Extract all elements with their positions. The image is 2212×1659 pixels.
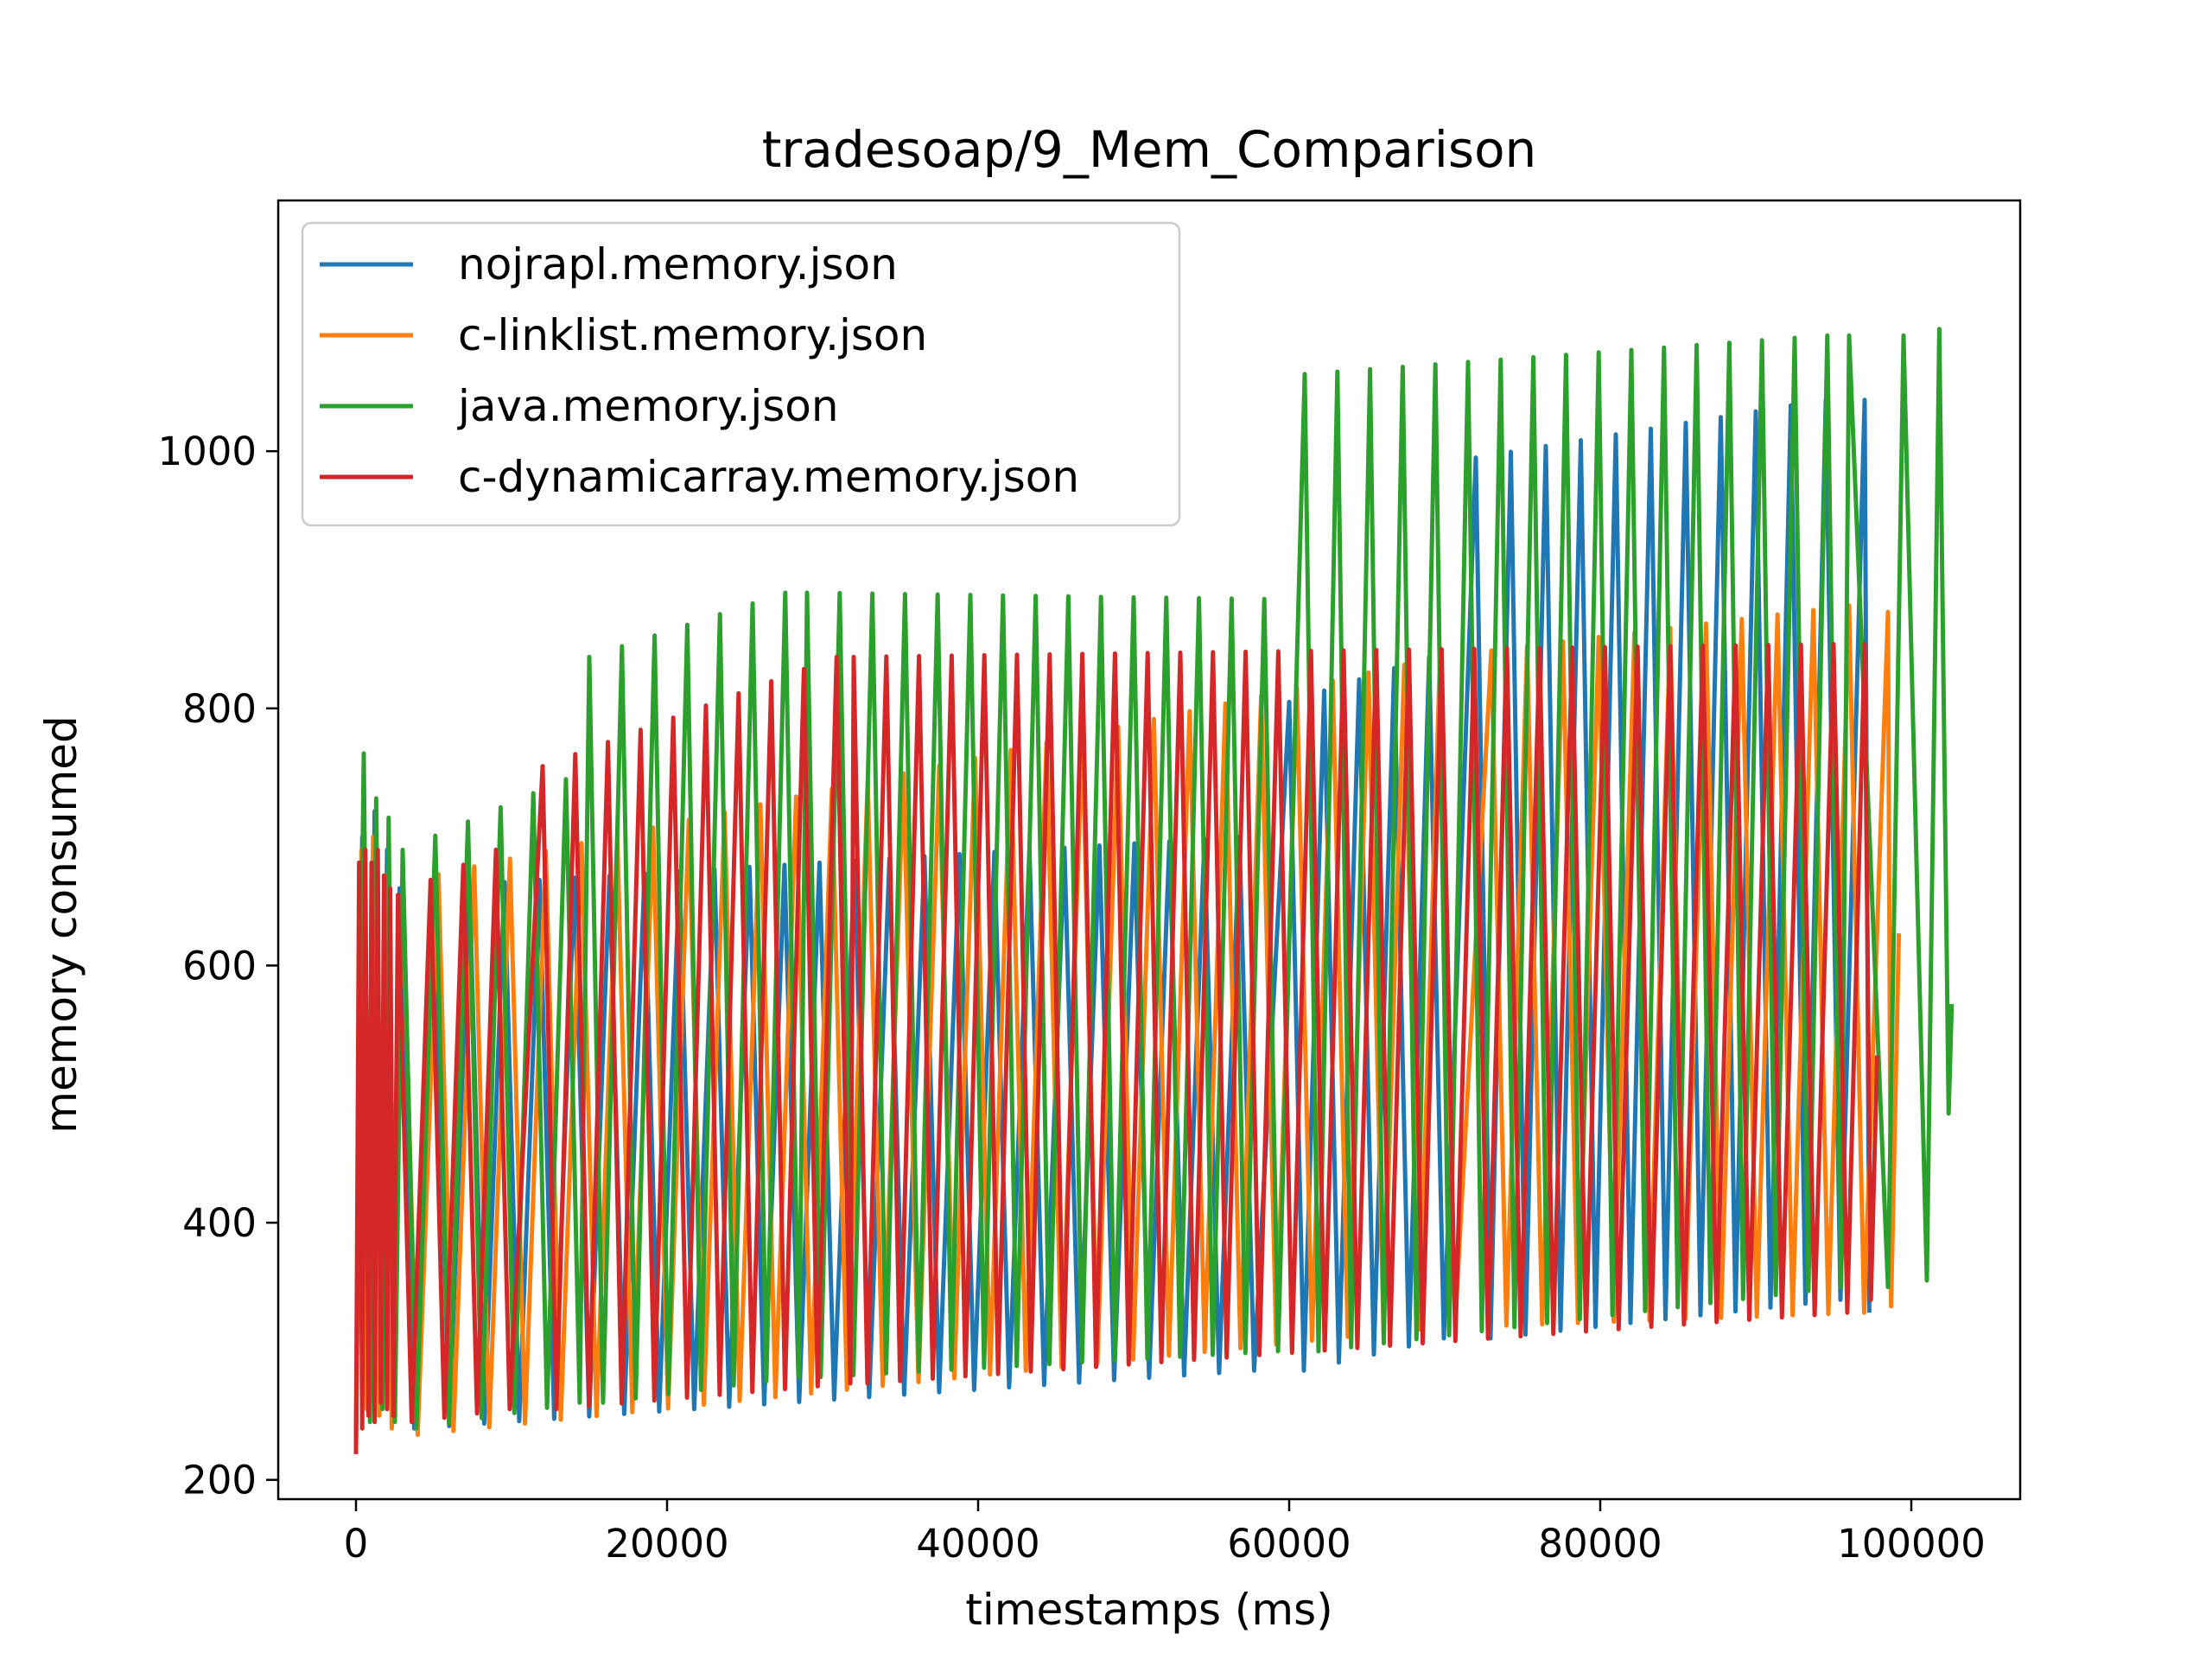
y-tick-label: 400 — [182, 1200, 257, 1246]
y-tick-label: 800 — [182, 686, 257, 732]
y-tick-label: 600 — [182, 943, 257, 988]
y-axis-label: memory consumed — [36, 715, 86, 1134]
chart-title: tradesoap/9_Mem_Comparison — [762, 120, 1537, 179]
axes-layer: 0 20000 40000 60000 80000 100000 200 400 600 800 1… — [157, 199, 2022, 1567]
x-axis-label: timestamps (ms) — [965, 1585, 1332, 1635]
x-tick-label: 60000 — [1227, 1521, 1351, 1567]
legend-box — [301, 221, 1181, 527]
x-tick-label: 40000 — [916, 1521, 1039, 1567]
axes-frame — [276, 199, 2022, 1501]
series-line-nojrapl-memory-json — [353, 397, 1872, 1442]
legend-label: java.memory.json — [457, 381, 839, 431]
legend: nojrapl.memory.json c-linklist.memory.jso… — [301, 221, 1181, 527]
y-tick-label: 1000 — [157, 429, 257, 474]
legend-label: c-dynamicarray.memory.json — [458, 452, 1079, 502]
y-tick-label: 200 — [182, 1458, 257, 1503]
series-line-c-dynamicarray-memory-json — [353, 641, 1879, 1454]
x-tick-label: 100000 — [1837, 1521, 1986, 1567]
x-tick-label: 0 — [344, 1521, 369, 1567]
x-tick-label: 20000 — [605, 1521, 728, 1567]
plot-area — [353, 327, 1955, 1454]
legend-label: nojrapl.memory.json — [458, 239, 898, 289]
legend-label: c-linklist.memory.json — [458, 310, 927, 360]
x-tick-label: 80000 — [1538, 1521, 1662, 1567]
